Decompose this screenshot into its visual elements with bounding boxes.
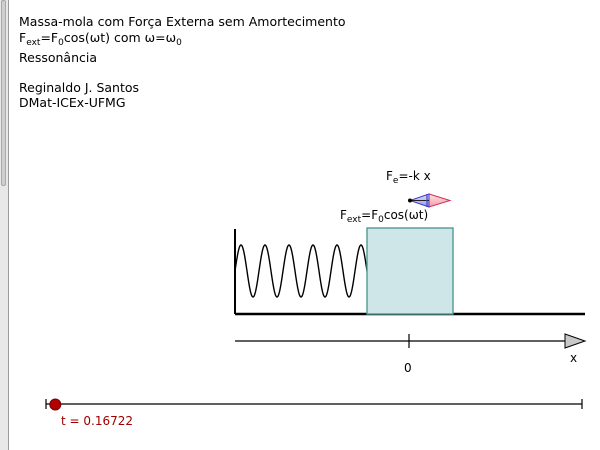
- mass-block[interactable]: [366, 227, 454, 315]
- author-name: Reginaldo J. Santos: [19, 80, 140, 95]
- external-force-label: Fext=F0cos(ωt): [340, 208, 428, 225]
- x-axis-origin-label: 0: [404, 361, 412, 375]
- external-force-vector: [428, 193, 452, 208]
- forcing-formula: Fext=F0cos(ωt) com ω=ω0: [19, 30, 182, 48]
- time-slider-point[interactable]: [49, 398, 62, 411]
- spring-coil: [234, 244, 368, 298]
- author-affiliation: DMat-ICEx-UFMG: [19, 95, 126, 110]
- x-axis-arrow: [564, 333, 587, 349]
- vertical-scrollbar[interactable]: [0, 0, 9, 450]
- spring-force-vector: [408, 193, 430, 208]
- force-anchor-point[interactable]: [408, 198, 412, 203]
- time-slider-label: t = 0.16722: [61, 414, 133, 428]
- scrollbar-thumb[interactable]: [1, 0, 6, 186]
- spring-force-label: Fe=-k x: [386, 169, 431, 186]
- x-axis-label: x: [570, 351, 577, 365]
- page-title: Massa-mola com Força Externa sem Amortec…: [19, 14, 346, 29]
- subtitle: Ressonância: [19, 50, 97, 65]
